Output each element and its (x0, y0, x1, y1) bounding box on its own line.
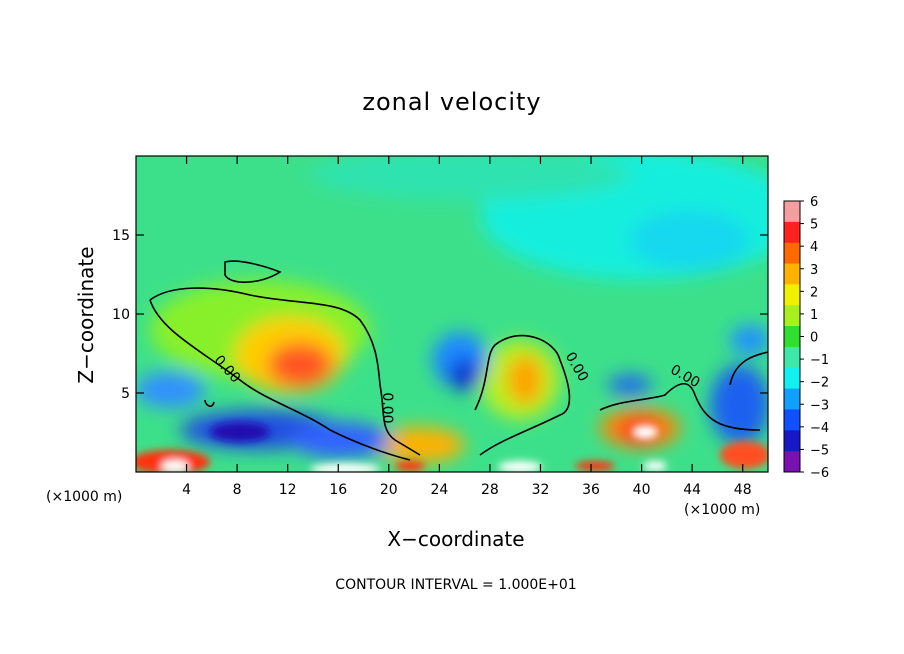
colorbar-tick-label: 6 (810, 195, 818, 210)
x-tick-label: 24 (430, 482, 448, 498)
y-axis: 5 10 15 (112, 228, 768, 402)
colorbar-tick-label: 2 (810, 285, 818, 300)
x-tick-label: 12 (279, 482, 297, 498)
x-tick-label: 16 (329, 482, 347, 498)
colorbar-segment (784, 430, 800, 452)
colorbar-segment (784, 451, 800, 473)
colorbar-tick-label: 0 (810, 331, 818, 346)
x-axis-label: X−coordinate (387, 527, 525, 551)
colorbar-tick-label: 5 (810, 218, 818, 233)
colorbar: 6 5 4 3 2 1 0 −1 −2 −3 −4 −5 −6 (783, 195, 829, 481)
contour-lines (149, 260, 768, 461)
chart-title: zonal velocity (362, 88, 542, 116)
contour-label: 0.00 (379, 392, 395, 423)
y-tick-label: 15 (112, 228, 130, 244)
colorbar-tick-label: 1 (810, 308, 818, 323)
colorbar-tick-label: 4 (810, 240, 818, 255)
heatmap-field (136, 156, 768, 472)
x-axis: 4 8 12 16 20 24 28 32 36 40 44 48 (182, 156, 752, 498)
contour-interval-note: CONTOUR INTERVAL = 1.000E+01 (335, 577, 577, 593)
x-unit-label-left: (×1000 m) (46, 489, 123, 505)
x-tick-label: 44 (683, 482, 701, 498)
colorbar-segment (784, 201, 800, 223)
colorbar-tick-label: −3 (810, 398, 829, 413)
colorbar-tick-label: −6 (810, 466, 829, 481)
x-unit-label-right: (×1000 m) (684, 502, 761, 518)
x-tick-label: 20 (380, 482, 398, 498)
colorbar-segment (784, 346, 800, 369)
x-tick-label: 40 (633, 482, 651, 498)
x-tick-label: 36 (582, 482, 600, 498)
x-tick-label: 28 (481, 482, 499, 498)
x-tick-label: 32 (532, 482, 550, 498)
colorbar-tick-label: −4 (810, 421, 829, 436)
y-tick-label: 10 (112, 307, 130, 323)
colorbar-segment (784, 367, 800, 390)
x-tick-label: 4 (182, 482, 191, 498)
colorbar-segment (784, 326, 800, 348)
colorbar-tick-label: −1 (810, 353, 829, 368)
colorbar-segment (784, 409, 800, 431)
x-tick-label: 48 (734, 482, 752, 498)
x-tick-label: 8 (233, 482, 242, 498)
colorbar-tick-label: 3 (810, 263, 818, 278)
y-tick-label: 5 (121, 386, 130, 402)
colorbar-segment (784, 284, 800, 306)
colorbar-segment (784, 221, 800, 244)
colorbar-segment (784, 305, 800, 327)
colorbar-segment (784, 388, 800, 410)
colorbar-segment (784, 263, 800, 285)
colorbar-tick-label: −2 (810, 376, 829, 391)
colorbar-segment (784, 242, 800, 265)
colorbar-tick-label: −5 (810, 443, 829, 458)
